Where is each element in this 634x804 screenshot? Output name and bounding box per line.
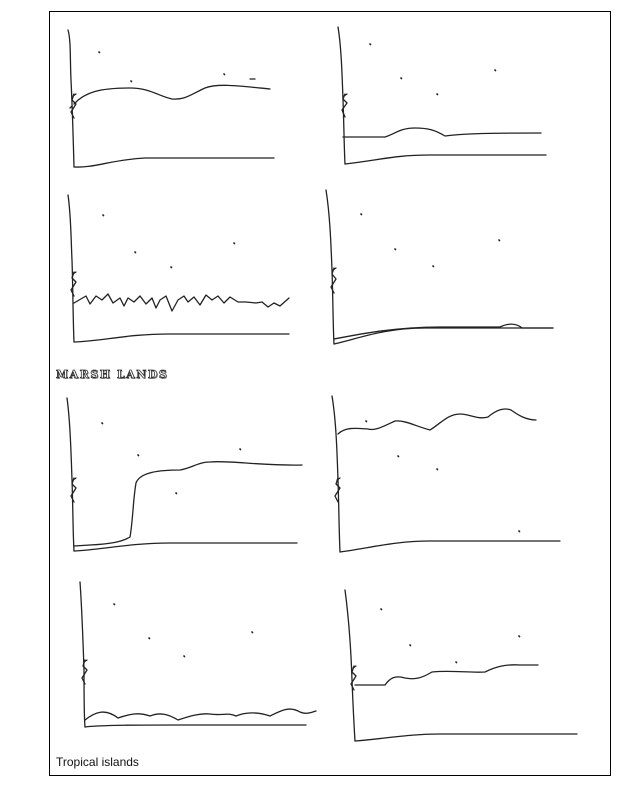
profile-line <box>333 323 554 340</box>
vegetation-mark <box>70 477 77 503</box>
vegetation-mark <box>341 93 348 118</box>
vegetation-mark <box>334 477 341 503</box>
vertical-axis <box>325 189 335 345</box>
vegetation-mark <box>350 665 357 691</box>
profile-panel-1 <box>67 29 275 168</box>
figure-caption: Tropical islands <box>56 755 139 769</box>
profile-line <box>84 708 317 721</box>
base-line <box>354 733 578 742</box>
vegetation-mark <box>70 271 77 297</box>
profile-panel-2 <box>337 26 547 165</box>
base-line <box>73 333 290 343</box>
vertical-axis <box>331 395 341 553</box>
profile-line <box>73 84 271 105</box>
vertical-axis <box>67 29 75 168</box>
profile-line <box>354 664 539 686</box>
section-label-marsh-lands: MARSH LANDS <box>56 368 169 382</box>
profile-line <box>337 408 537 435</box>
vertical-axis <box>337 26 346 165</box>
base-line <box>339 540 561 553</box>
vertical-axis <box>66 397 75 552</box>
figure-frame <box>49 11 611 776</box>
base-line <box>84 724 307 728</box>
profile-line <box>73 460 303 547</box>
profile-panel-3 <box>67 194 290 343</box>
vegetation-mark <box>69 93 77 119</box>
profile-panel-8 <box>344 589 578 742</box>
specks <box>98 43 521 664</box>
profile-line <box>342 127 542 138</box>
base-line <box>73 157 275 168</box>
vegetation-mark <box>330 267 337 294</box>
profile-panel-7 <box>79 581 317 728</box>
vertical-axis <box>344 589 356 742</box>
vertical-axis <box>67 194 75 343</box>
base-line <box>73 542 298 552</box>
base-line <box>344 154 547 165</box>
vertical-axis <box>79 581 86 728</box>
profile-panel-4 <box>325 189 554 345</box>
base-line <box>333 327 554 345</box>
profile-line <box>73 293 290 312</box>
profile-panel-5 <box>66 397 303 552</box>
profile-panel-6 <box>331 395 561 553</box>
vegetation-mark <box>81 659 88 685</box>
